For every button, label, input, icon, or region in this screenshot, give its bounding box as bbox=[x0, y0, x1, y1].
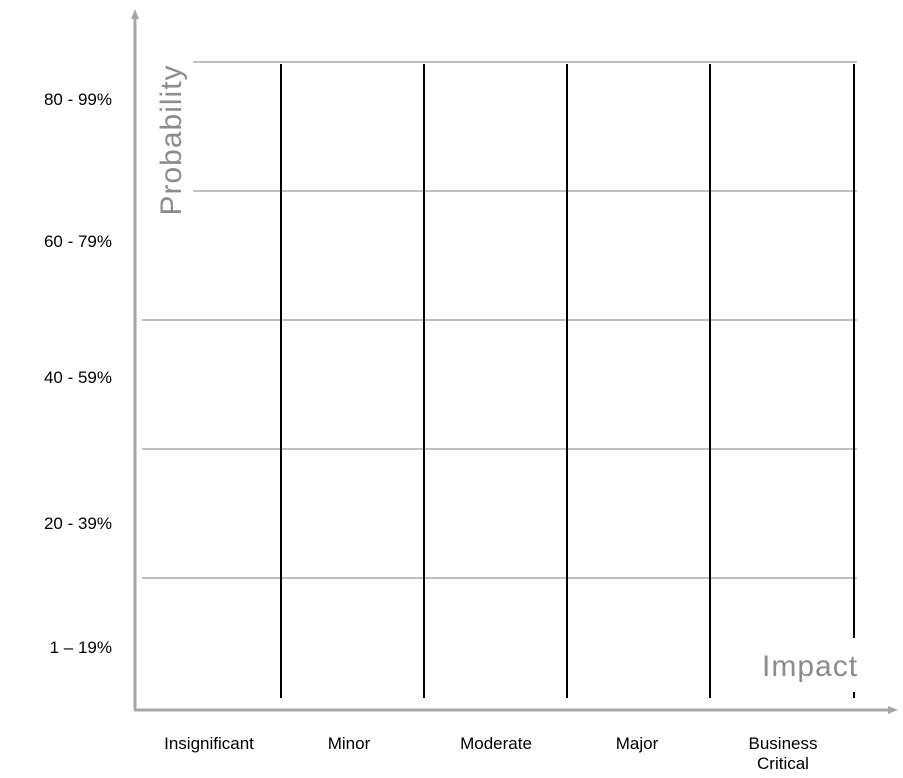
row-label: 60 - 79% bbox=[43, 232, 112, 251]
row-label: 1 – 19% bbox=[49, 638, 112, 657]
y-axis-title: Probability bbox=[155, 64, 188, 216]
row-label: 80 - 99% bbox=[43, 90, 112, 109]
column-label: Minor bbox=[327, 734, 371, 753]
row-label: 40 - 59% bbox=[43, 368, 112, 387]
column-label: Major bbox=[615, 734, 659, 753]
column-label: Moderate bbox=[460, 734, 532, 753]
x-axis-title: Impact bbox=[762, 650, 859, 683]
column-label: Business Critical bbox=[748, 734, 818, 773]
row-label: 20 - 39% bbox=[43, 514, 112, 533]
column-label: Insignificant bbox=[164, 734, 254, 753]
